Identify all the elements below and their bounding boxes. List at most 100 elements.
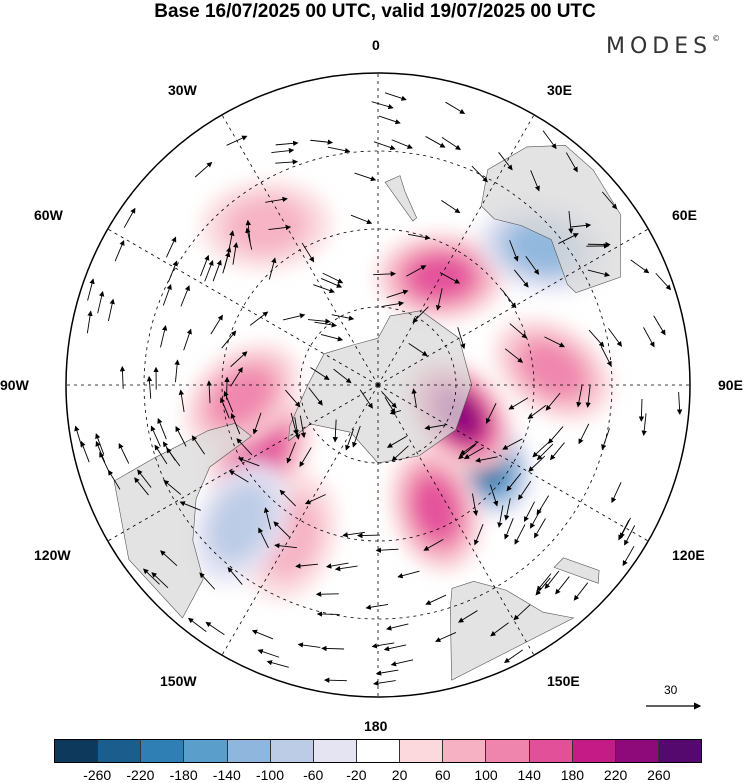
wind-vector [445,101,466,114]
wind-vector [565,152,578,173]
wind-vector [180,285,190,307]
wind-vector [600,346,612,367]
wind-vector [653,315,666,336]
wind-vector [504,498,511,521]
wind-vector [228,470,249,483]
wind-vector [545,392,561,411]
colorbar-cell [572,740,616,762]
colorbar-cell [486,740,530,762]
wind-vector [373,680,396,686]
meridian-line [377,114,535,386]
colorbar-tick-label: -260 [83,767,112,783]
meridian-line [221,384,379,656]
wind-vector [199,572,216,590]
wind-vector [257,649,280,658]
colorbar-cell [313,740,357,762]
wind-vector [536,495,550,516]
wind-vector [371,642,395,649]
wind-vector [406,265,427,277]
meridian-line [377,384,535,656]
wind-vector [498,152,513,171]
wind-vector [134,477,149,496]
wind-vector [375,669,399,676]
wind-vector [200,254,210,277]
wind-vector [321,645,345,652]
wind-vector [373,271,397,277]
colorbar-tick-label: 20 [391,767,408,783]
new-zealand [384,175,417,222]
wind-vector [313,284,335,294]
wind-vector [620,517,631,539]
wind-vector [558,233,579,244]
wind-vector [473,524,484,546]
colorbar-cell [184,740,228,762]
wind-vector [230,366,243,387]
wind-vector [630,259,650,274]
wind-vector [425,136,446,148]
lon-label-120w: 120W [34,547,71,563]
wind-vector [458,444,476,460]
wind-vector [314,321,338,328]
wind-vector [373,141,396,151]
wind-vector [178,389,185,413]
anomaly-contour [520,342,585,398]
wind-vector [386,623,409,631]
brand-name: MODES [606,34,713,59]
wind-vector [587,269,611,277]
wind-vector [266,660,289,668]
wind-vector [536,573,552,592]
wind-vector [223,390,234,413]
wind-vector [471,493,479,517]
wind-vector [162,283,172,306]
lon-label-90e: 90E [718,377,743,393]
wind-vector [151,572,169,589]
wind-vector [354,172,377,182]
wind-vector [74,425,83,448]
wind-vector [86,310,93,334]
wind-vector [518,480,532,501]
colorbar-tick-label: 260 [647,767,671,783]
wind-vector [275,140,299,147]
wind-vector [536,443,554,461]
brand-mark: © [712,34,721,43]
wind-vector [294,417,301,440]
wind-vector [504,649,524,663]
wind-vector [514,524,526,545]
wind-vector [638,399,645,422]
wind-vector [273,521,290,538]
wind-vector [504,518,514,540]
wind-vector [227,230,235,253]
wind-vector [578,423,590,445]
wind-vector [249,311,269,326]
meridian-line [221,114,379,386]
wind-vector [230,351,248,368]
wind-vector [268,257,277,280]
wind-vector [166,447,181,467]
wind-vector [166,236,177,258]
wind-vector [585,385,591,408]
wind-vector [371,101,394,110]
wind-vector [95,433,105,455]
wind-vector [497,505,504,528]
wind-vector [542,130,557,150]
wind-vector [137,469,152,488]
wind-vector [327,146,351,154]
wind-vector [334,565,358,572]
wind-vector [308,387,323,406]
colorbar-cell [55,740,99,762]
wind-vector [268,224,292,231]
colorbar-tick-label: -20 [346,767,367,783]
wind-vector [123,207,136,228]
wind-vector [220,397,230,419]
wind-vector [230,412,241,435]
colorbar [54,739,702,763]
wind-vector [513,604,531,621]
wind-vector [611,482,622,504]
wind-vector [310,367,330,381]
wind-vector [357,532,380,539]
wind-vector [168,260,178,282]
wind-vector [251,629,274,640]
wind-vector [299,447,312,468]
wind-vector [489,484,499,507]
colorbar-tick-label: -180 [169,767,198,783]
